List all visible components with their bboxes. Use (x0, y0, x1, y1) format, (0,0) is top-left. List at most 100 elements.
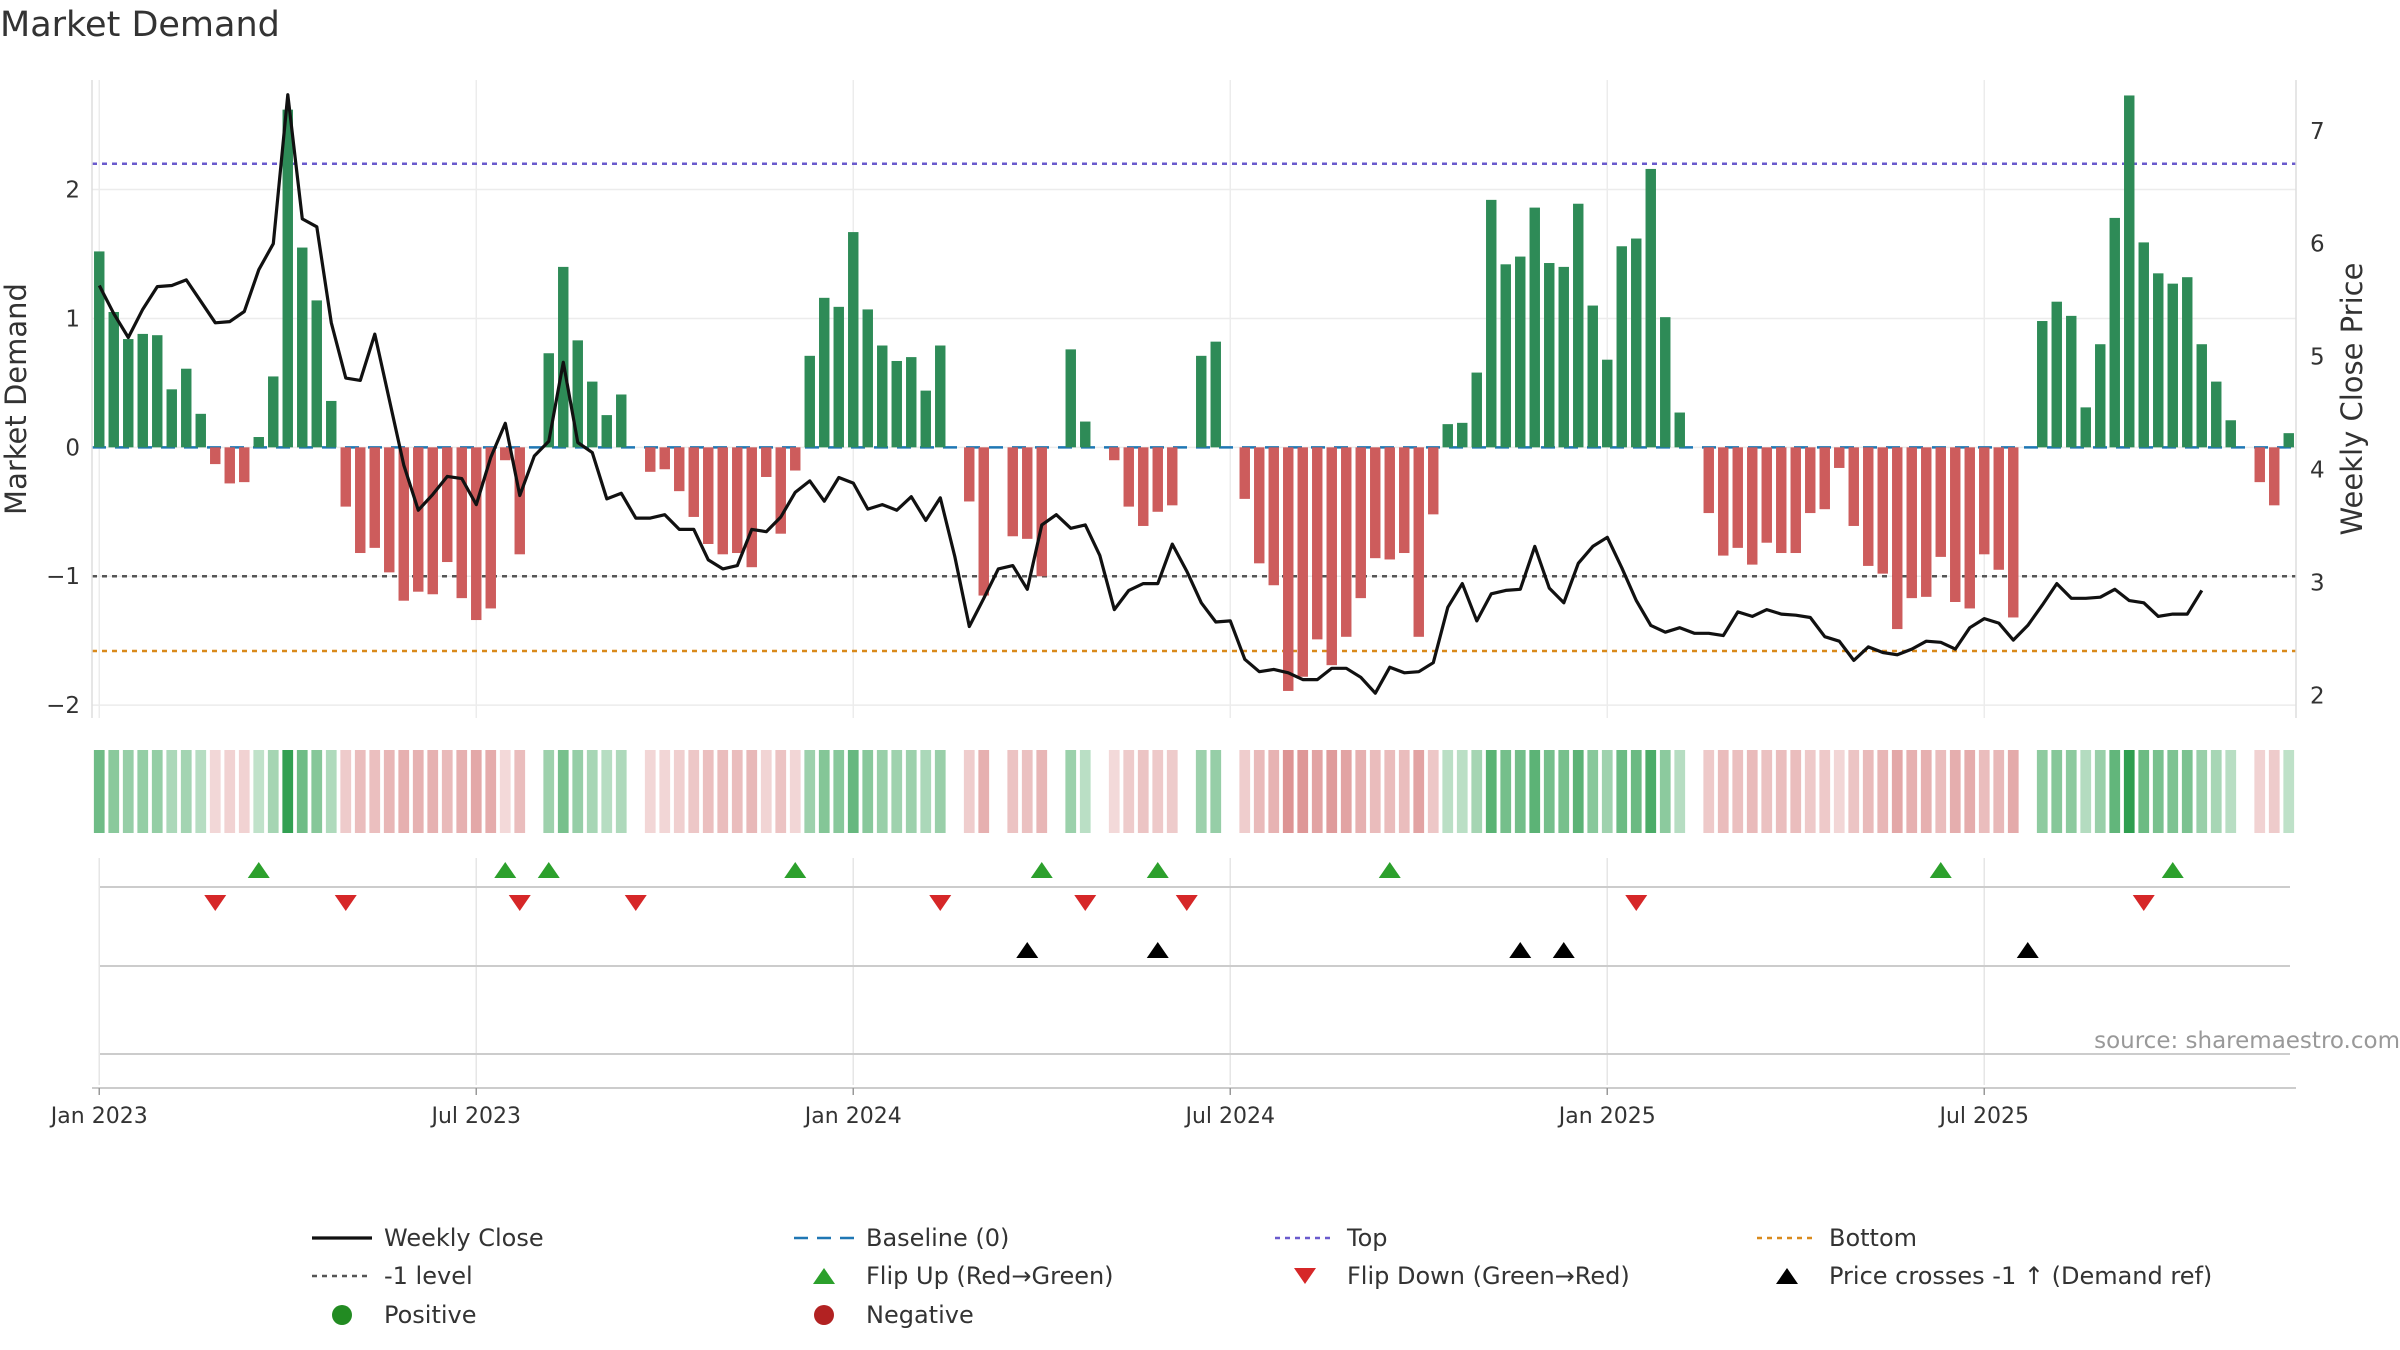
positive-demand-bar (616, 394, 627, 448)
negative-demand-bar (1747, 447, 1758, 565)
demand-strip-cell (2225, 750, 2237, 833)
demand-strip-cell (1195, 750, 1207, 833)
demand-strip-cell (151, 750, 163, 833)
demand-strip-cell (1659, 750, 1671, 833)
demand-strip-cell (1369, 750, 1381, 833)
demand-strip-cell (1123, 750, 1135, 833)
demand-strip-cell (1746, 750, 1758, 833)
negative-demand-bar (1022, 447, 1033, 539)
event-markers (100, 862, 2290, 1055)
x-tick-label: Jul 2025 (1937, 1104, 2029, 1129)
legend-label: Top (1346, 1224, 1388, 1252)
demand-strip-cell (499, 750, 511, 833)
demand-strip-cell (1862, 750, 1874, 833)
demand-strip-cell (2109, 750, 2121, 833)
positive-demand-bar (601, 415, 612, 448)
demand-strip-cell (1949, 750, 1961, 833)
demand-strip-cell (1108, 750, 1120, 833)
legend-swatch-negative (814, 1305, 834, 1325)
demand-strip-cell (1964, 750, 1976, 833)
positive-demand-bar (152, 335, 163, 448)
positive-demand-bar (920, 390, 931, 448)
demand-strip-cell (253, 750, 265, 833)
negative-demand-bar (500, 447, 511, 461)
positive-demand-bar (2095, 344, 2106, 448)
y-tick-label: 2 (65, 178, 80, 204)
legend-item-cross: Price crosses -1 ↑ (Demand ref) (1776, 1262, 2212, 1290)
positive-demand-bar (2283, 433, 2294, 448)
negative-demand-bar (732, 447, 743, 554)
legend-label: Weekly Close (384, 1224, 544, 1252)
negative-demand-bar (674, 447, 685, 492)
negative-demand-bar (1979, 447, 1990, 555)
demand-strip-cell (1717, 750, 1729, 833)
positive-demand-bar (2225, 420, 2236, 448)
demand-strip-cell (978, 750, 990, 833)
demand-strip-cell (1427, 750, 1439, 833)
negative-demand-bar (790, 447, 801, 471)
positive-demand-bar (166, 389, 177, 448)
demand-strip-cell (427, 750, 439, 833)
demand-strip-cell (1688, 750, 1700, 833)
positive-demand-bar (282, 109, 293, 448)
demand-strip-cell (2022, 750, 2034, 833)
negative-demand-bar (1326, 447, 1337, 666)
demand-strip-cell (2167, 750, 2179, 833)
legend-swatch-flip-up (813, 1268, 835, 1284)
flip-up-marker (247, 862, 270, 878)
positive-demand-bar (123, 339, 134, 448)
demand-strip-cell (717, 750, 729, 833)
positive-demand-bar (94, 251, 105, 448)
demand-strip-cell (1877, 750, 1889, 833)
legend-item-flip_up: Flip Up (Red→Green) (813, 1262, 1114, 1290)
legend-label: Baseline (0) (866, 1224, 1009, 1252)
legend-item-flip_down: Flip Down (Green→Red) (1294, 1262, 1630, 1290)
demand-strip-cell (267, 750, 279, 833)
demand-strip-cell (1007, 750, 1019, 833)
demand-strip-cell (1413, 750, 1425, 833)
demand-strip-cell (2181, 750, 2193, 833)
demand-strip-cell (630, 750, 642, 833)
positive-demand-bar (2037, 321, 2048, 448)
price-cross-marker (1509, 942, 1532, 958)
legend-label: -1 level (384, 1262, 473, 1290)
demand-strip-cell (1775, 750, 1787, 833)
demand-strip-cell (1906, 750, 1918, 833)
y-tick-label: −1 (46, 564, 80, 590)
negative-demand-bar (1297, 447, 1308, 677)
flip-up-marker (537, 862, 560, 878)
demand-strip-cell (2283, 750, 2295, 833)
positive-demand-bar (2153, 273, 2164, 448)
demand-strip-cell (833, 750, 845, 833)
positive-demand-bar (2196, 344, 2207, 448)
negative-demand-bar (659, 447, 670, 470)
positive-demand-bar (268, 376, 279, 448)
demand-strip-cell (1572, 750, 1584, 833)
negative-demand-bar (1428, 447, 1439, 515)
demand-strip-cell (746, 750, 758, 833)
demand-strip-cell (528, 750, 540, 833)
flip-down-marker (508, 895, 531, 911)
demand-strip-cell (1471, 750, 1483, 833)
positive-demand-bar (2138, 242, 2149, 448)
demand-strip-cell (601, 750, 613, 833)
negative-demand-bar (456, 447, 467, 599)
demand-heat-strip (93, 750, 2295, 833)
demand-strip-cell (209, 750, 221, 833)
price-cross-marker (1552, 942, 1575, 958)
positive-demand-bar (1457, 422, 1468, 448)
negative-demand-bar (1921, 447, 1932, 597)
demand-strip-cell (543, 750, 555, 833)
demand-strip-cell (180, 750, 192, 833)
demand-strip-cell (412, 750, 424, 833)
demand-strip-cell (2080, 750, 2092, 833)
positive-demand-bar (804, 355, 815, 448)
flip-up-marker (494, 862, 517, 878)
demand-bars (94, 95, 2294, 691)
positive-demand-bar (2051, 301, 2062, 448)
demand-strip-cell (2065, 750, 2077, 833)
negative-demand-bar (1254, 447, 1265, 564)
legend-swatch-positive (332, 1305, 352, 1325)
demand-strip-cell (1340, 750, 1352, 833)
